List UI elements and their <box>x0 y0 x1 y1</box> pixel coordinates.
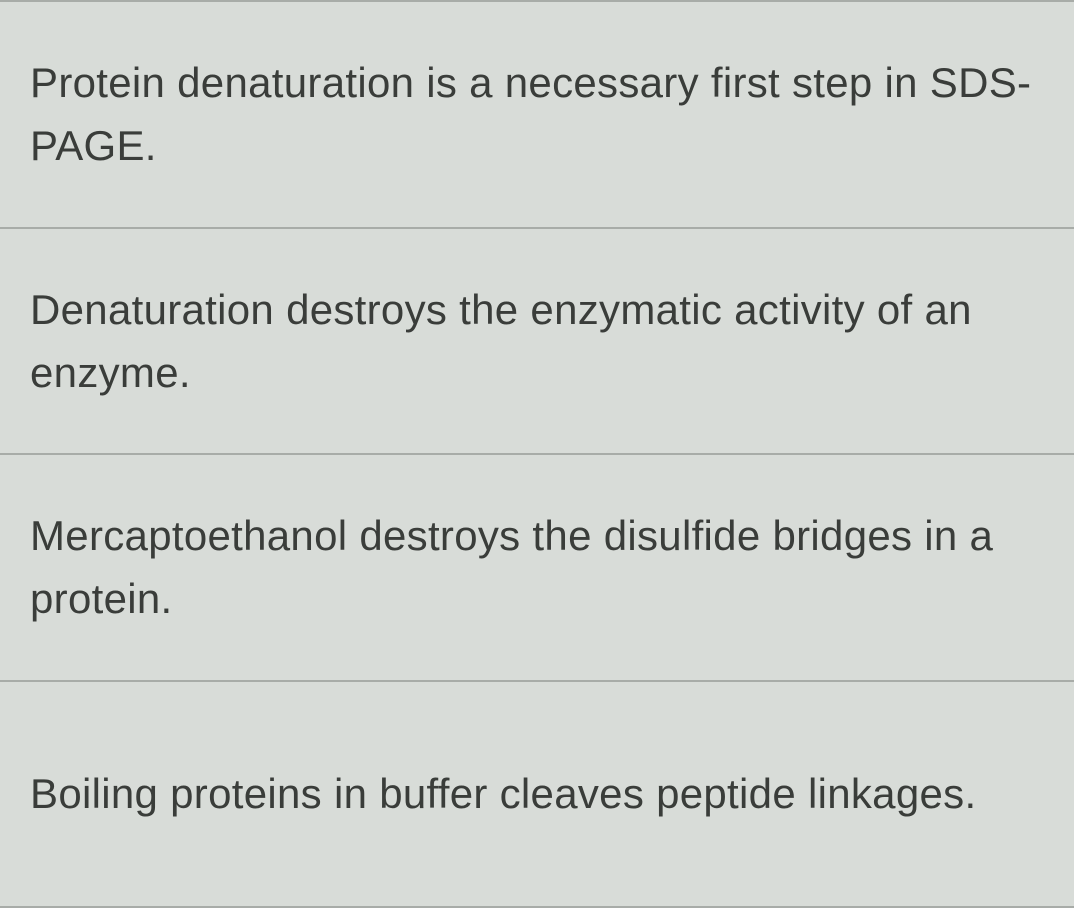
option-text: Protein denaturation is a necessary firs… <box>30 51 1044 177</box>
option-row[interactable]: Mercaptoethanol destroys the disulfide b… <box>0 453 1074 680</box>
option-row[interactable]: Boiling proteins in buffer cleaves pepti… <box>0 680 1074 908</box>
option-text: Mercaptoethanol destroys the disulfide b… <box>30 504 1044 630</box>
option-text: Denaturation destroys the enzymatic acti… <box>30 278 1044 404</box>
option-row[interactable]: Protein denaturation is a necessary firs… <box>0 0 1074 227</box>
options-list: Protein denaturation is a necessary firs… <box>0 0 1074 908</box>
option-text: Boiling proteins in buffer cleaves pepti… <box>30 762 976 825</box>
option-row[interactable]: Denaturation destroys the enzymatic acti… <box>0 227 1074 454</box>
